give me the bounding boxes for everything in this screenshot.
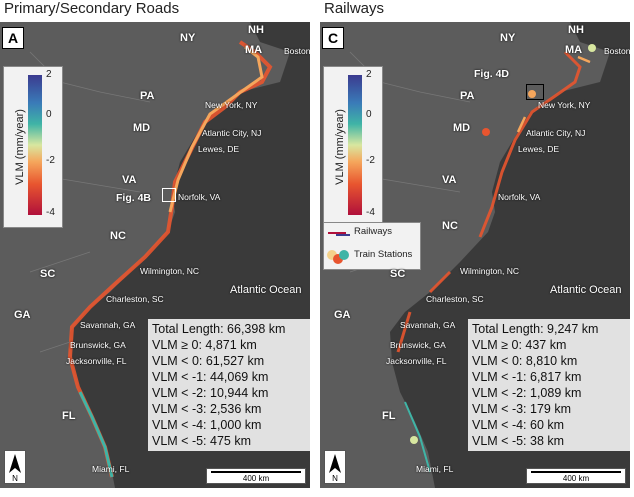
north-arrow-icon: N (324, 450, 346, 484)
colorbar-tick: 0 (46, 109, 52, 120)
colorbar-tick: 0 (366, 109, 372, 120)
city-label: Norfolk, VA (498, 192, 541, 202)
city-label: Brunswick, GA (70, 340, 126, 350)
north-label: N (332, 474, 338, 483)
ocean-label: Atlantic Ocean (230, 284, 302, 296)
state-label: VA (442, 174, 457, 186)
state-label: NY (500, 32, 516, 44)
stat-line: VLM < -1: 44,069 km (152, 370, 269, 384)
state-label: PA (140, 90, 155, 102)
city-label: Boston (284, 46, 310, 56)
stats-box: Total Length: 66,398 km VLM ≥ 0: 4,871 k… (148, 319, 310, 451)
map-railways: C 2 0 -2 -4 VLM (mm/year) Railways Train… (320, 22, 630, 488)
city-label: Miami, FL (416, 464, 454, 474)
scale-bar: 400 km (206, 468, 306, 484)
city-label: Jacksonville, FL (386, 356, 447, 366)
state-label: NH (248, 24, 264, 36)
state-label: NC (442, 220, 458, 232)
stat-line: Total Length: 9,247 km (472, 322, 599, 336)
city-label: Atlantic City, NJ (202, 128, 262, 138)
panel-title-roads: Primary/Secondary Roads (4, 0, 180, 17)
state-label: MD (133, 122, 151, 134)
city-label: Atlantic City, NJ (526, 128, 586, 138)
colorbar-gradient (28, 75, 42, 215)
city-label: New York, NY (538, 100, 591, 110)
stat-line: VLM ≥ 0: 437 km (472, 338, 567, 352)
stat-line: VLM < -3: 179 km (472, 402, 571, 416)
stat-line: VLM < -2: 1,089 km (472, 386, 582, 400)
state-label: MA (245, 44, 263, 56)
state-label: FL (62, 410, 76, 422)
legend-stations-label: Train Stations (354, 249, 413, 260)
fig-box (526, 84, 544, 100)
colorbar-tick: 2 (46, 69, 52, 80)
stat-line: VLM < -4: 1,000 km (152, 418, 262, 432)
state-label: MA (565, 44, 583, 56)
ocean-label: Atlantic Ocean (550, 284, 622, 296)
city-label: Wilmington, NC (140, 266, 200, 276)
colorbar-gradient (348, 75, 362, 215)
stat-line: VLM < 0: 8,810 km (472, 354, 578, 368)
stat-line: VLM < 0: 61,527 km (152, 354, 265, 368)
colorbar: 2 0 -2 -4 VLM (mm/year) (323, 66, 383, 228)
colorbar: 2 0 -2 -4 VLM (mm/year) (3, 66, 63, 228)
panel-letter-c: C (322, 27, 344, 49)
fig-label: Fig. 4D (474, 68, 510, 80)
colorbar-label: VLM (mm/year) (334, 109, 346, 185)
state-label: VA (122, 174, 137, 186)
state-label: SC (390, 268, 406, 280)
state-label: NY (180, 32, 196, 44)
stat-line: Total Length: 66,398 km (152, 322, 286, 336)
stat-line: VLM < -3: 2,536 km (152, 402, 262, 416)
city-label: Miami, FL (92, 464, 130, 474)
city-label: Brunswick, GA (390, 340, 446, 350)
legend-railways-label: Railways (354, 226, 393, 237)
stat-line: VLM < -4: 60 km (472, 418, 565, 432)
panel-letter-a: A (2, 27, 24, 49)
colorbar-label: VLM (mm/year) (14, 109, 26, 185)
colorbar-tick: 2 (366, 69, 372, 80)
state-label: NC (110, 230, 126, 242)
fig-box (162, 188, 176, 202)
city-label: Wilmington, NC (460, 266, 520, 276)
city-label: Norfolk, VA (178, 192, 221, 202)
city-label: Charleston, SC (426, 294, 484, 304)
state-label: FL (382, 410, 396, 422)
map-roads: A 2 0 -2 -4 VLM (mm/year) NH MA NY PA MD… (0, 22, 310, 488)
colorbar-tick: -2 (46, 155, 55, 166)
state-label: GA (334, 309, 351, 321)
north-label: N (12, 474, 18, 483)
state-label: PA (460, 90, 475, 102)
scale-label: 400 km (562, 474, 590, 483)
stat-line: VLM < -5: 38 km (472, 434, 565, 448)
state-label: NH (568, 24, 584, 36)
stat-line: VLM ≥ 0: 4,871 km (152, 338, 257, 352)
scale-label: 400 km (242, 474, 270, 483)
stat-line: VLM < -5: 475 km (152, 434, 251, 448)
panel-title-railways: Railways (324, 0, 385, 17)
colorbar-tick: -4 (366, 207, 375, 218)
city-label: Savannah, GA (80, 320, 136, 330)
state-label: GA (14, 309, 31, 321)
city-label: Lewes, DE (518, 144, 560, 154)
scale-bar: 400 km (526, 468, 626, 484)
colorbar-tick: -2 (366, 155, 375, 166)
state-label: MD (453, 122, 471, 134)
stat-line: VLM < -1: 6,817 km (472, 370, 582, 384)
city-label: New York, NY (205, 100, 258, 110)
north-arrow-icon: N (4, 450, 26, 484)
map-legend: Railways Train Stations (323, 222, 421, 270)
stats-box: Total Length: 9,247 km VLM ≥ 0: 437 km V… (468, 319, 630, 451)
state-label: SC (40, 268, 56, 280)
colorbar-tick: -4 (46, 207, 55, 218)
stat-line: VLM < -2: 10,944 km (152, 386, 269, 400)
city-label: Jacksonville, FL (66, 356, 127, 366)
city-label: Boston (604, 46, 630, 56)
fig-label: Fig. 4B (116, 192, 152, 204)
city-label: Charleston, SC (106, 294, 164, 304)
city-label: Savannah, GA (400, 320, 456, 330)
city-label: Lewes, DE (198, 144, 240, 154)
